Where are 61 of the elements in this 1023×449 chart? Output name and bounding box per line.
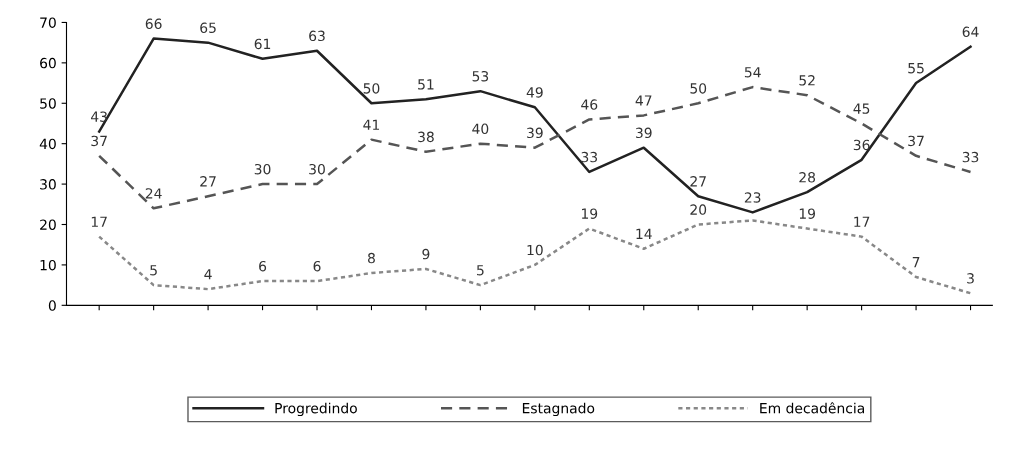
data-label: 49 (526, 87, 543, 98)
data-label: 3 (967, 273, 974, 284)
data-label: 20 (690, 204, 707, 215)
data-label: 19 (799, 208, 816, 219)
data-label: 65 (200, 22, 216, 34)
y-tick-label: 40 (39, 138, 56, 150)
y-tick-label: 20 (40, 219, 56, 230)
data-label: 37 (908, 135, 924, 147)
data-label: 23 (744, 192, 761, 203)
data-label: 9 (422, 248, 430, 260)
y-tick-label: 70 (40, 17, 56, 28)
data-label: 47 (635, 95, 652, 106)
data-label: 39 (635, 127, 652, 139)
y-tick-label: 60 (40, 57, 56, 69)
data-label: 8 (367, 252, 375, 264)
data-label: 27 (690, 176, 706, 187)
y-tick-label: 50 (40, 98, 56, 109)
data-label: 27 (200, 176, 216, 187)
data-label: 53 (472, 71, 489, 82)
y-tick-label: 10 (40, 259, 56, 271)
data-label: 6 (259, 260, 267, 272)
data-label: 55 (908, 63, 924, 74)
data-label: 7 (912, 257, 920, 268)
data-label: 33 (581, 151, 598, 163)
data-label: 5 (477, 265, 484, 276)
data-label: 41 (363, 119, 380, 130)
data-label: 45 (853, 103, 870, 114)
data-label: 63 (309, 30, 325, 42)
data-label: 19 (582, 208, 598, 219)
data-label: 39 (527, 127, 543, 139)
data-label: 46 (581, 99, 598, 110)
legend-label: Estagnado (522, 402, 595, 417)
data-label: 14 (636, 228, 652, 239)
data-label: 64 (962, 26, 979, 38)
y-tick-label: 30 (40, 179, 56, 190)
data-label: 52 (799, 75, 815, 86)
data-label: 36 (853, 139, 870, 151)
data-label: 51 (418, 79, 434, 90)
data-label: 50 (690, 83, 707, 94)
data-label: 17 (854, 216, 870, 227)
data-label: 40 (472, 123, 489, 135)
data-label: 54 (744, 67, 761, 78)
data-label: 30 (254, 163, 271, 175)
data-label: 37 (91, 135, 107, 147)
data-label: 24 (145, 188, 162, 199)
data-label: 6 (313, 260, 321, 272)
y-tick-label: 0 (48, 300, 56, 311)
data-label: 4 (204, 269, 212, 280)
data-label: 5 (150, 265, 157, 276)
legend-label: Progredindo (275, 402, 357, 417)
data-label: 50 (363, 83, 380, 94)
data-label: 61 (254, 38, 271, 50)
data-label: 17 (91, 216, 107, 227)
legend-label: Em decadência (760, 402, 864, 414)
data-label: 30 (309, 163, 325, 175)
data-label: 33 (962, 151, 979, 163)
data-label: 43 (91, 111, 107, 122)
data-label: 38 (418, 131, 434, 143)
data-label: 28 (799, 172, 816, 183)
data-label: 10 (527, 244, 543, 256)
data-label: 66 (145, 18, 162, 29)
